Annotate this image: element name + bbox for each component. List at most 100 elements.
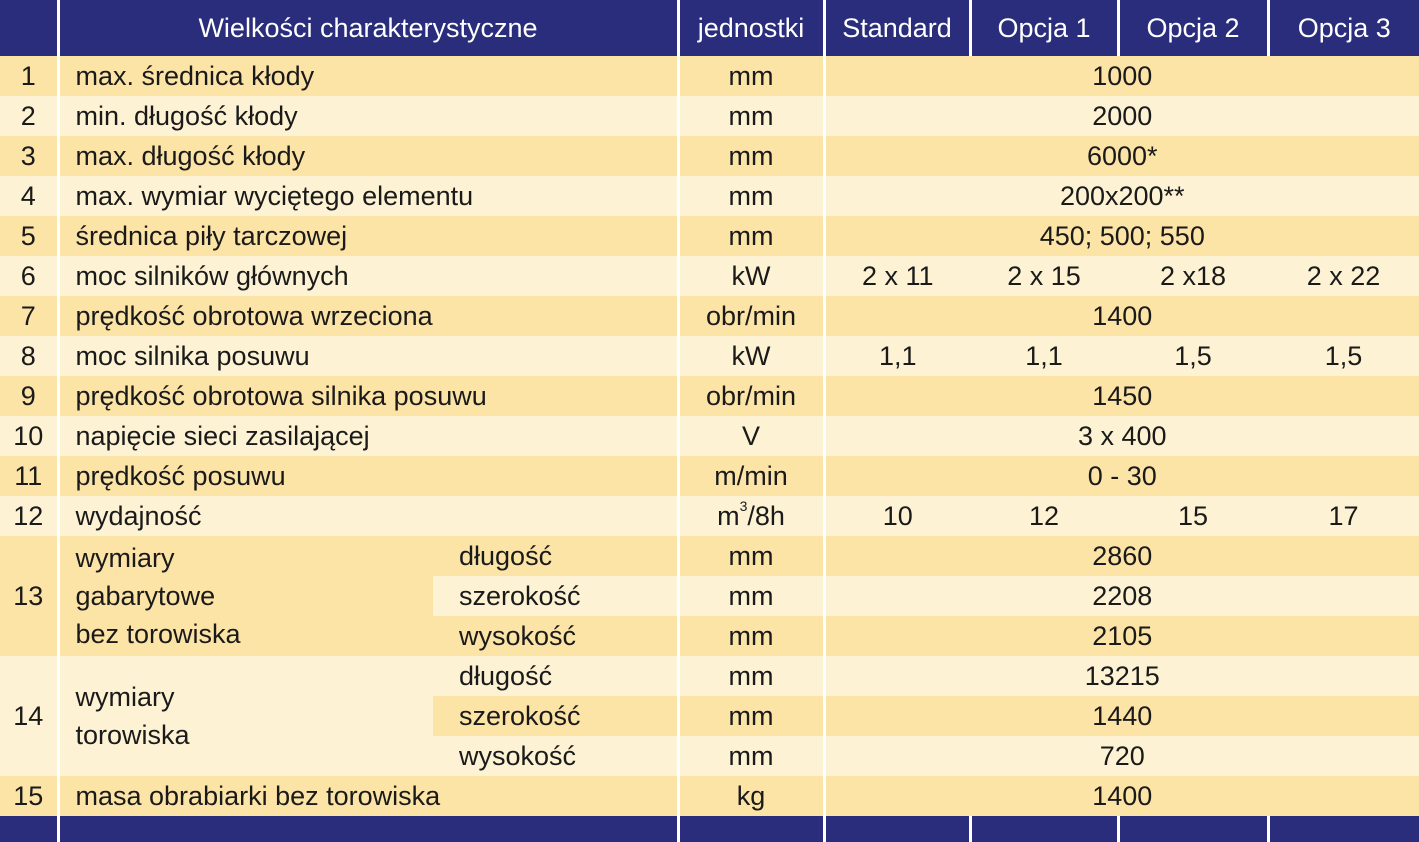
row-label: prędkość obrotowa wrzeciona: [58, 296, 679, 336]
row-label: min. długość kłody: [58, 96, 679, 136]
row-unit: mm: [676, 176, 826, 216]
row-unit: kW: [676, 256, 826, 296]
row-label: moc silników głównych: [58, 256, 679, 296]
footer-standard-cell: [824, 816, 972, 842]
row-number: 9: [0, 376, 60, 416]
row-value: 200x200**: [824, 176, 1419, 216]
row-label: wydajność: [58, 496, 679, 536]
row-unit: kW: [676, 336, 826, 376]
row-value: 0 - 30: [824, 456, 1419, 496]
table-row: 11 prędkość posuwu m/min 0 - 30: [0, 456, 1419, 496]
row-unit: mm: [676, 96, 826, 136]
footer-option-1-cell: [970, 816, 1120, 842]
row-number: 6: [0, 256, 60, 296]
header-option-3: Opcja 3: [1268, 0, 1419, 56]
row-unit: obr/min: [676, 296, 826, 336]
row-value: 6000*: [824, 136, 1419, 176]
row-unit: obr/min: [676, 376, 826, 416]
header-num-cell: [0, 0, 60, 56]
row-label: max. wymiar wyciętego elementu: [58, 176, 679, 216]
row-unit: mm: [676, 656, 826, 696]
row-label: max. długość kłody: [58, 136, 679, 176]
row-unit: m3/8h: [676, 496, 826, 536]
row-unit: mm: [676, 536, 826, 576]
row-value-option-2: 1,5: [1118, 336, 1269, 376]
table-row: 13 wymiary gabarytowe bez torowiska długość m…: [0, 536, 1419, 656]
header-unit: jednostki: [676, 0, 826, 56]
row-value-option-3: 2 x 22: [1268, 256, 1419, 296]
row-sublabel: szerokość: [433, 576, 679, 616]
footer-num-cell: [0, 816, 60, 842]
row-label: masa obrabiarki bez torowiska: [58, 776, 679, 816]
header-row: Wielkości charakterystyczne jednostki St…: [0, 0, 1419, 56]
row-value: 2105: [824, 616, 1419, 656]
unit-superscript: 3: [739, 497, 748, 514]
table-row: szerokość mm 1440: [0, 696, 1419, 736]
table-row: wysokość mm 720: [0, 736, 1419, 776]
row-value-option-0: 1,1: [824, 336, 971, 376]
table-row: 8 moc silnika posuwu kW 1,1 1,1 1,5 1,5: [0, 336, 1419, 376]
row-value: 1440: [824, 696, 1419, 736]
footer-unit-cell: [676, 816, 826, 842]
row-number: 2: [0, 96, 60, 136]
row-label: średnica piły tarczowej: [58, 216, 679, 256]
row-group-label: wymiary gabarytowe bez torowiska: [58, 536, 433, 656]
row-value-option-3: 17: [1268, 496, 1419, 536]
row-number: 1: [0, 56, 60, 96]
group-label-line: wymiary: [75, 543, 175, 573]
row-unit: mm: [676, 136, 826, 176]
row-label: prędkość posuwu: [58, 456, 679, 496]
group-label-line: gabarytowe: [75, 581, 216, 611]
row-number: 7: [0, 296, 60, 336]
row-sublabel: wysokość: [433, 616, 679, 656]
unit-base: m: [717, 500, 740, 531]
header-param: Wielkości charakterystyczne: [58, 0, 679, 56]
row-sublabel: długość: [433, 536, 679, 576]
row-number: 13: [0, 536, 60, 656]
unit-rest: /8h: [747, 500, 785, 531]
table-row: 14 wymiary torowiska długość mm 13215: [0, 656, 1419, 776]
row-number: 12: [0, 496, 60, 536]
row-number: 10: [0, 416, 60, 456]
row-number: 8: [0, 336, 60, 376]
row-unit: V: [676, 416, 826, 456]
row-number: 3: [0, 136, 60, 176]
header-option-2: Opcja 2: [1118, 0, 1270, 56]
row-value: 2860: [824, 536, 1419, 576]
row-label: moc silnika posuwu: [58, 336, 679, 376]
group-label-line: torowiska: [75, 720, 190, 750]
row-value: 2208: [824, 576, 1419, 616]
row-value-option-2: 15: [1118, 496, 1269, 536]
row-value: 2000: [824, 96, 1419, 136]
footer-bar: [0, 816, 1419, 842]
table-row: 5 średnica piły tarczowej mm 450; 500; 550: [0, 216, 1419, 256]
row-label: napięcie sieci zasilającej: [58, 416, 679, 456]
header-option-1: Opcja 1: [970, 0, 1120, 56]
row-sublabel: wysokość: [433, 736, 679, 776]
table-row: 15 masa obrabiarki bez torowiska kg 1400: [0, 776, 1419, 816]
row-group-label: wymiary torowiska: [58, 656, 433, 776]
row-value-option-1: 1,1: [970, 336, 1119, 376]
row-label: max. średnica kłody: [58, 56, 679, 96]
table-row: 6 moc silników głównych kW 2 x 11 2 x 15 2 x1…: [0, 256, 1419, 296]
table-row: 1 max. średnica kłody mm 1000: [0, 56, 1419, 96]
row-value: 1400: [824, 776, 1419, 816]
table-row: szerokość mm 2208: [0, 576, 1419, 616]
row-value-option-0: 2 x 11: [824, 256, 971, 296]
row-unit: mm: [676, 56, 826, 96]
row-label: prędkość obrotowa silnika posuwu: [58, 376, 679, 416]
row-value-option-3: 1,5: [1268, 336, 1419, 376]
row-unit: mm: [676, 696, 826, 736]
group-label-line: wymiary: [75, 682, 175, 712]
row-value-option-2: 2 x18: [1118, 256, 1269, 296]
row-unit: m/min: [676, 456, 826, 496]
row-unit: kg: [676, 776, 826, 816]
table-row: 2 min. długość kłody mm 2000: [0, 96, 1419, 136]
row-unit: mm: [676, 216, 826, 256]
row-unit: mm: [676, 616, 826, 656]
row-value: 1450: [824, 376, 1419, 416]
row-sublabel: długość: [433, 656, 679, 696]
row-value-option-1: 12: [970, 496, 1119, 536]
